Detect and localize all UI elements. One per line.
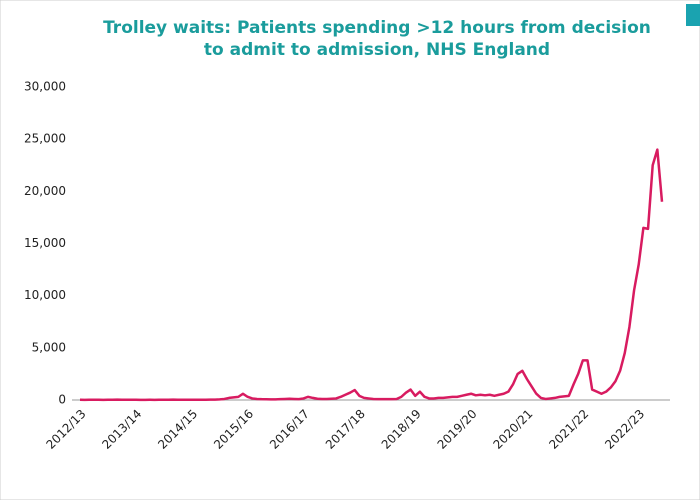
y-tick-label: 25,000	[24, 132, 66, 146]
y-tick-label: 20,000	[24, 184, 66, 198]
series-line	[79, 148, 664, 402]
corner-icon	[686, 4, 700, 26]
chart-title: to admit to admission, NHS England	[204, 40, 550, 60]
y-tick-label: 10,000	[24, 288, 66, 302]
y-tick-label: 30,000	[24, 80, 66, 94]
y-tick-label: 15,000	[24, 236, 66, 250]
y-tick-label: 0	[58, 393, 66, 407]
y-tick-label: 5,000	[32, 340, 66, 354]
chart-title: Trolley waits: Patients spending >12 hou…	[103, 18, 651, 38]
